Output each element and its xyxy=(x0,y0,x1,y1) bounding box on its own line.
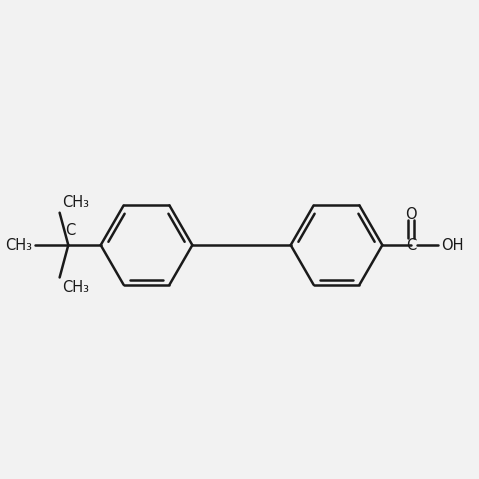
Text: C: C xyxy=(406,238,417,252)
Text: C: C xyxy=(66,223,76,239)
Text: CH₃: CH₃ xyxy=(62,280,89,295)
Text: CH₃: CH₃ xyxy=(62,195,89,210)
Text: CH₃: CH₃ xyxy=(6,238,33,252)
Text: O: O xyxy=(406,207,417,222)
Text: OH: OH xyxy=(442,238,464,252)
